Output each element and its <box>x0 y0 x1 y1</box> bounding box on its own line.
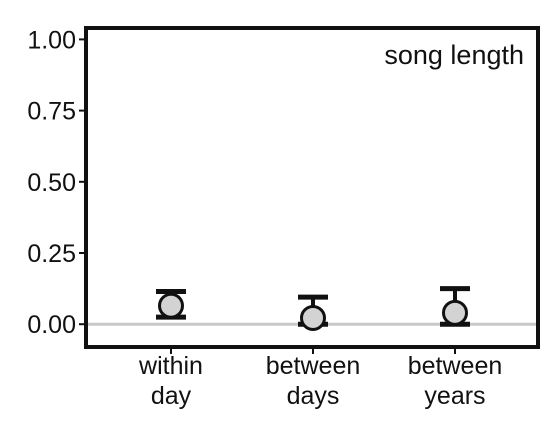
x-tick-label: between <box>266 352 361 380</box>
x-tick-label: between <box>408 352 503 380</box>
x-tick-label: years <box>424 382 485 410</box>
data-point <box>158 292 184 319</box>
y-tick-label: 0.25 <box>27 240 76 268</box>
y-tick-label: 0.00 <box>27 311 76 339</box>
chart-annotation: song length <box>384 40 524 70</box>
y-tick-label: 0.75 <box>27 98 76 126</box>
y-tick-label: 0.50 <box>27 169 76 197</box>
y-tick-label: 1.00 <box>27 26 76 54</box>
y-axis: 0.00 0.25 0.50 0.75 1.00 <box>27 26 86 339</box>
x-tick-label: day <box>151 382 192 410</box>
data-point <box>442 299 468 326</box>
x-tick-label: within <box>138 352 203 380</box>
data-point <box>300 304 326 331</box>
data-point-group <box>298 294 328 331</box>
data-point-group <box>156 288 186 320</box>
x-tick-label: days <box>287 382 340 410</box>
data-point-group <box>440 286 470 327</box>
data-series <box>156 286 470 331</box>
